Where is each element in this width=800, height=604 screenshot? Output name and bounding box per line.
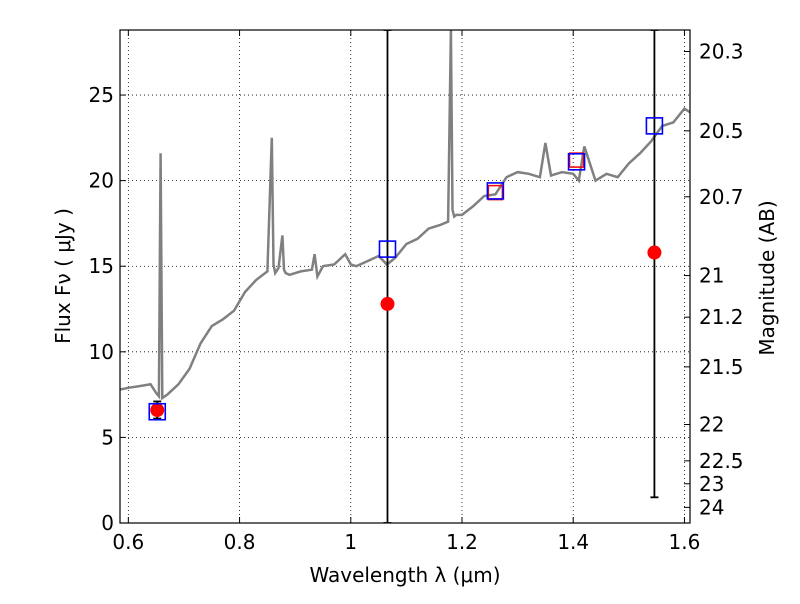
right-tick-label: 20.3 <box>699 40 744 64</box>
model-marker <box>567 153 586 171</box>
y-tick-label: 5 <box>101 425 114 449</box>
y-tick-label: 15 <box>89 254 114 278</box>
x-axis: 0.6 0.8 1 1.2 1.4 1.6 <box>112 30 700 554</box>
markers <box>148 30 664 523</box>
y-tick-label: 20 <box>89 169 114 193</box>
right-tick-label: 22 <box>699 412 724 436</box>
y-axis-title: Flux Fν ( μJy ) <box>51 208 75 344</box>
spectrum-line <box>120 30 690 401</box>
x-tick-label: 1.6 <box>669 530 701 554</box>
right-tick-label: 21.5 <box>699 355 744 379</box>
x-tick-label: 1.2 <box>446 530 478 554</box>
model-marker <box>378 240 397 258</box>
photometry-point <box>150 403 165 418</box>
model-marker <box>148 402 167 421</box>
plot-frame <box>119 29 691 524</box>
right-tick-label: 22.5 <box>699 449 744 473</box>
x-tick-label: 0.6 <box>112 530 144 554</box>
right-axis-title: Magnitude (AB) <box>755 200 779 355</box>
photometry-point <box>647 245 662 260</box>
photometry-point <box>380 296 395 311</box>
right-tick-label: 21 <box>699 264 724 288</box>
plot-area <box>120 30 690 401</box>
y-tick-label: 0 <box>101 511 114 535</box>
right-tick-label: 24 <box>699 495 724 519</box>
x-tick-label: 0.8 <box>224 530 256 554</box>
grid <box>120 30 690 524</box>
model-marker <box>486 182 505 200</box>
x-tick-label: 1.4 <box>557 530 589 554</box>
right-tick-label: 20.5 <box>699 119 744 143</box>
right-tick-label: 23 <box>699 472 724 496</box>
x-tick-label: 1 <box>344 530 357 554</box>
x-axis-title: Wavelength λ (μm) <box>309 563 500 587</box>
right-tick-label: 21.2 <box>699 305 744 329</box>
right-tick-label: 20.7 <box>699 185 744 209</box>
model-marker <box>645 117 664 135</box>
y-axis: 0 5 10 15 20 25 <box>89 83 126 535</box>
y-tick-label: 10 <box>89 340 114 364</box>
y-tick-label: 25 <box>89 83 114 107</box>
